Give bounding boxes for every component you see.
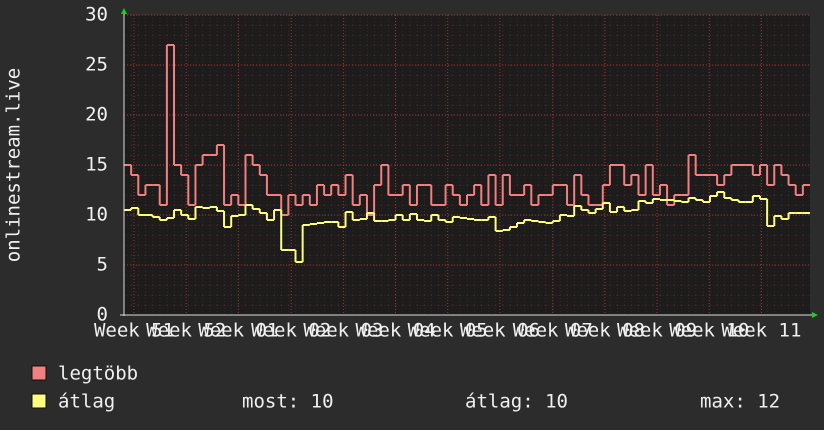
x-tick-label: Week 01 [198,320,278,342]
x-tick-label: Week 10 [669,320,749,342]
x-tick-label: Week 02 [251,320,331,342]
x-tick-label: Week 51 [94,320,174,342]
x-tick-label: Week 05 [408,320,488,342]
x-tick-label: Week 06 [460,320,540,342]
y-tick-label: 30 [85,4,108,26]
y-tick-label: 15 [85,154,108,176]
y-tick-label: 0 [97,304,108,326]
y-tick-label: 25 [85,54,108,76]
y-tick-label: 5 [97,254,108,276]
x-tick-label: Week 03 [303,320,383,342]
x-tick-label: Week 04 [356,320,436,342]
y-axis-label: onlinestream.live [3,68,25,262]
legend-label: legtöbb [58,363,138,385]
legend-swatch [31,393,47,409]
y-arrow [121,8,127,14]
legend-swatch [31,365,47,381]
x-tick-label: Week 09 [617,320,697,342]
stat: most: 10 [242,391,334,413]
x-tick-label: Week 52 [146,320,226,342]
y-tick-label: 20 [85,104,108,126]
x-tick-label: Week 07 [513,320,593,342]
y-tick-label: 10 [85,204,108,226]
x-tick-label: Week 08 [565,320,645,342]
legend-label: átlag [58,391,115,413]
x-tick-label: Week 11 [721,320,801,342]
stat: max: 12 [700,391,780,413]
stat: átlag: 10 [465,391,568,413]
x-arrow [812,312,818,318]
